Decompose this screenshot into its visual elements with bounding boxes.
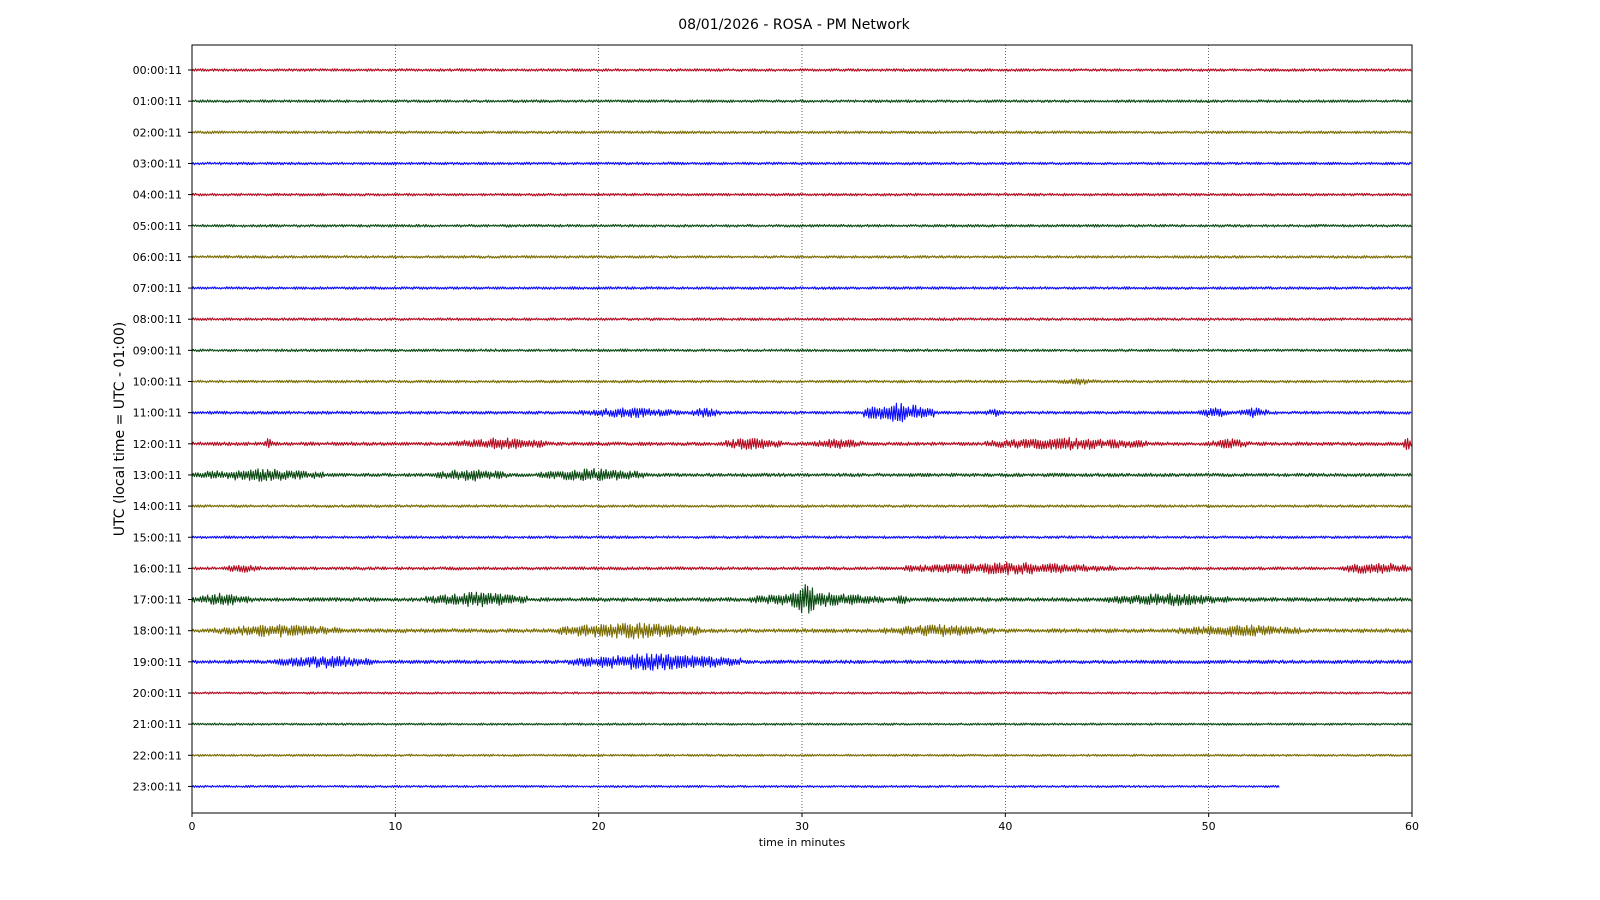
y-tick-label: 01:00:11 — [133, 95, 182, 108]
y-tick-label: 05:00:11 — [133, 220, 182, 233]
trace-23-00-11 — [191, 784, 1280, 789]
seismogram-traces — [191, 68, 1412, 789]
trace-01-00-11 — [191, 99, 1412, 104]
trace-18-00-11 — [191, 622, 1412, 640]
x-tick-labels: 0 10 20 30 40 50 60 — [189, 813, 1419, 833]
y-tick-label: 18:00:11 — [133, 625, 182, 638]
y-tick-label: 17:00:11 — [133, 594, 182, 607]
y-tick-label: 21:00:11 — [133, 718, 182, 731]
y-tick-label: 13:00:11 — [133, 469, 182, 482]
trace-04-00-11 — [191, 192, 1412, 197]
y-tick-label: 09:00:11 — [133, 344, 182, 357]
trace-00-00-11 — [191, 68, 1412, 72]
y-tick-label: 02:00:11 — [133, 126, 182, 139]
x-tick-label: 60 — [1405, 820, 1419, 833]
x-tick-label: 10 — [388, 820, 402, 833]
y-tick-label: 04:00:11 — [133, 189, 182, 202]
x-tick-label: 0 — [189, 820, 196, 833]
y-tick-label: 00:00:11 — [133, 64, 182, 77]
y-tick-label: 23:00:11 — [133, 780, 182, 793]
y-axis-label: UTC (local time = UTC - 01:00) — [112, 322, 128, 537]
y-tick-label: 03:00:11 — [133, 157, 182, 170]
y-tick-label: 14:00:11 — [133, 500, 182, 513]
trace-20-00-11 — [191, 691, 1412, 695]
y-tick-label: 15:00:11 — [133, 531, 182, 544]
y-tick-label: 08:00:11 — [133, 313, 182, 326]
x-tick-label: 50 — [1202, 820, 1216, 833]
grid-lines — [395, 45, 1209, 813]
chart-title: 08/01/2026 - ROSA - PM Network — [678, 17, 910, 33]
trace-06-00-11 — [191, 255, 1412, 259]
trace-09-00-11 — [191, 348, 1412, 353]
trace-07-00-11 — [191, 286, 1412, 290]
trace-15-00-11 — [191, 535, 1412, 540]
trace-12-00-11 — [191, 436, 1412, 451]
y-tick-label: 12:00:11 — [133, 438, 182, 451]
y-tick-label: 06:00:11 — [133, 251, 182, 264]
y-tick-label: 10:00:11 — [133, 376, 182, 389]
trace-16-00-11 — [191, 561, 1412, 576]
trace-19-00-11 — [191, 653, 1412, 671]
trace-14-00-11 — [191, 504, 1412, 508]
trace-11-00-11 — [191, 402, 1412, 423]
y-tick-label: 22:00:11 — [133, 749, 182, 762]
trace-21-00-11 — [191, 722, 1412, 726]
x-tick-label: 30 — [795, 820, 809, 833]
trace-03-00-11 — [191, 161, 1412, 166]
trace-02-00-11 — [191, 130, 1412, 135]
x-tick-label: 40 — [998, 820, 1012, 833]
y-tick-label: 19:00:11 — [133, 656, 182, 669]
y-tick-label: 16:00:11 — [133, 562, 182, 575]
x-axis-label: time in minutes — [759, 836, 846, 849]
y-tick-label: 07:00:11 — [133, 282, 182, 295]
trace-22-00-11 — [191, 753, 1412, 757]
y-tick-labels: 00:00:11 01:00:11 02:00:11 03:00:11 04:00:11… — [133, 64, 192, 793]
trace-05-00-11 — [191, 223, 1412, 228]
trace-13-00-11 — [191, 468, 1412, 482]
y-tick-label: 11:00:11 — [133, 407, 182, 420]
trace-08-00-11 — [191, 317, 1412, 322]
trace-17-00-11 — [191, 584, 1412, 614]
y-tick-label: 20:00:11 — [133, 687, 182, 700]
x-tick-label: 20 — [592, 820, 606, 833]
trace-10-00-11 — [191, 378, 1412, 386]
